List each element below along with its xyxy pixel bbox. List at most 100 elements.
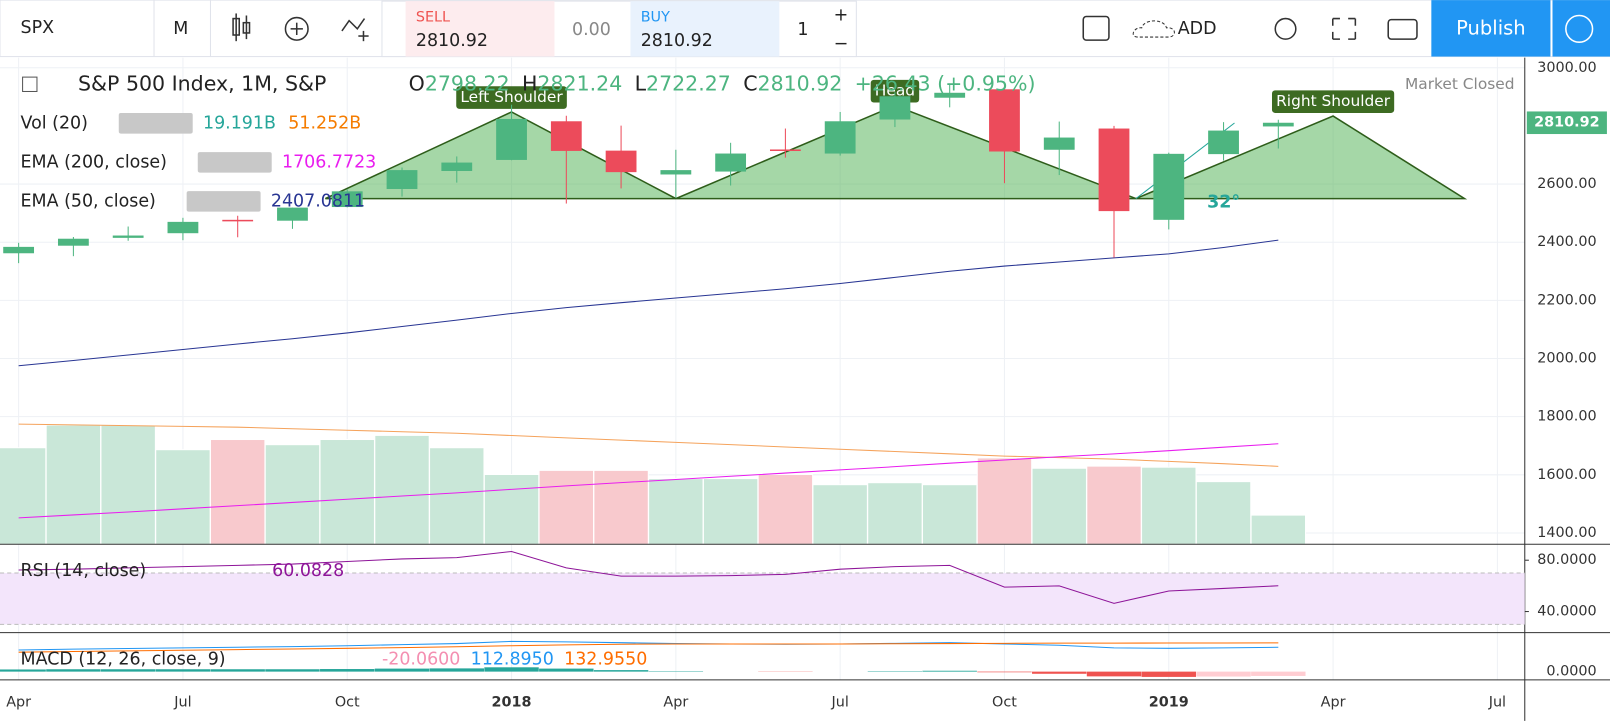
add-button[interactable]: ADD: [1178, 19, 1217, 39]
sell-label: SELL: [416, 10, 450, 26]
macd-histogram-bar: [155, 669, 211, 672]
volume-bar: [538, 469, 595, 545]
ohlc-letter: H: [522, 71, 537, 95]
publish-button[interactable]: [1431, 0, 1551, 57]
candle-body: [769, 149, 801, 152]
cloud-icon[interactable]: [1132, 20, 1175, 38]
indicator-value: 51.252B: [288, 113, 361, 133]
ohlc-value: 2810.92: [758, 71, 843, 95]
market-status: Market Closed: [1405, 75, 1515, 93]
y-tick-label: 2200.00: [1537, 292, 1596, 308]
ema200-line: [18, 443, 1279, 519]
indicator-buttons: [197, 152, 272, 173]
chart-type-icon[interactable]: [232, 13, 251, 42]
y-tick-label: 1400.00: [1537, 525, 1596, 541]
candle-body: [441, 162, 473, 171]
volume-bar: [1141, 466, 1197, 545]
candle-body: [386, 170, 418, 190]
volume-bar: [100, 424, 156, 545]
volume-bar: [812, 484, 868, 545]
candle-body: [1098, 128, 1130, 212]
candle-body: [112, 235, 144, 238]
volume-bar: [1250, 514, 1307, 545]
y-tick-label: 40.0000: [1537, 604, 1596, 620]
plot-layer: 3000.00 2600.00 2400.00 2200.00 2000.00 1800.…: [0, 57, 1610, 721]
rsi-line: [18, 550, 1279, 604]
pattern-label-bg: [1271, 90, 1395, 113]
ema50-line: [18, 239, 1279, 367]
buy-button[interactable]: [630, 1, 780, 57]
y-tick-label: 1800.00: [1537, 409, 1596, 425]
replay-button[interactable]: [1552, 0, 1610, 57]
macd-histogram-bar: [320, 669, 375, 672]
indicator-buttons: [118, 113, 193, 134]
macd-histogram-bar: [374, 668, 430, 672]
pattern-label: Right Shoulder: [1276, 92, 1391, 110]
volume-bar: [921, 484, 978, 545]
fullscreen-icon[interactable]: [1331, 17, 1357, 40]
macd-histogram-bar: [977, 671, 1032, 673]
candle-body: [277, 207, 308, 221]
buy-label: BUY: [641, 10, 670, 26]
collapse-icon: [22, 76, 38, 92]
rsi-value: 60.0828: [272, 561, 344, 581]
volume-bar: [319, 438, 375, 545]
x-tick-label: Jul: [830, 694, 848, 710]
candle-body: [496, 118, 527, 160]
y-tick-label: 2000.00: [1537, 351, 1596, 367]
macd-histogram-bar: [265, 669, 320, 672]
symbol[interactable]: SPX: [21, 18, 55, 38]
indicator-icon[interactable]: [284, 16, 309, 41]
macd-title: MACD (12, 26, close, 9): [21, 649, 226, 669]
ohlc-value: 2798.22: [425, 71, 510, 95]
sell-button[interactable]: [405, 1, 555, 57]
ohlc-letter: O: [409, 71, 425, 95]
volume-bar: [702, 478, 759, 545]
x-tick-label: 2019: [1149, 694, 1189, 710]
macd-histogram-bar: [1032, 671, 1087, 674]
spread: 0.00: [572, 20, 611, 40]
macd-value: 132.9550: [564, 649, 647, 669]
macd-histogram-bar: [922, 670, 977, 672]
sell-price: 2810.92: [416, 31, 488, 51]
volume-bar: [483, 473, 540, 545]
ohlc-letter: L: [635, 71, 647, 95]
candle-body: [1043, 137, 1075, 150]
indicator-value: 2407.0811: [271, 191, 365, 211]
x-tick-label: Jul: [1488, 694, 1506, 710]
settings-icon[interactable]: [1274, 17, 1297, 40]
candle-body: [167, 221, 199, 234]
buy-price: 2810.92: [641, 31, 713, 51]
macd-histogram-bar: [0, 669, 46, 672]
compare-icon[interactable]: [341, 18, 369, 42]
volume-bar: [757, 473, 814, 545]
volume-bar: [1195, 481, 1252, 545]
ohlc-letter: C: [743, 71, 757, 95]
qty-minus[interactable]: −: [834, 34, 849, 54]
candle-body: [660, 170, 692, 175]
indicator-name: EMA (200, close): [21, 152, 167, 172]
volume-bar: [264, 444, 321, 545]
pattern-label-bg: [456, 86, 567, 109]
quantity[interactable]: 1: [797, 20, 808, 40]
indicator-name: EMA (50, close): [21, 191, 156, 211]
indicator-value: 19.191B: [203, 113, 276, 133]
indicator-name: Vol (20): [21, 113, 88, 133]
candle-body: [989, 89, 1020, 152]
volume-bar: [45, 424, 102, 545]
snapshot-icon[interactable]: [1387, 18, 1418, 40]
y-tick-label: 2400.00: [1537, 234, 1596, 250]
candle-body: [1208, 130, 1239, 155]
qty-plus[interactable]: +: [834, 6, 849, 26]
pattern-label: Left Shoulder: [460, 88, 563, 106]
legend-title: S&P 500 Index, 1M, S&P: [78, 71, 326, 95]
rect-tool-icon[interactable]: [1082, 15, 1110, 41]
y-tick-label: 1600.00: [1537, 467, 1596, 483]
macd-histogram-bar: [1251, 671, 1306, 676]
interval[interactable]: M: [173, 19, 188, 39]
volume-bar: [976, 457, 1033, 545]
volume-bar: [429, 447, 485, 545]
replay-icon: [1565, 14, 1594, 43]
angle-label: 32°: [1207, 193, 1240, 213]
